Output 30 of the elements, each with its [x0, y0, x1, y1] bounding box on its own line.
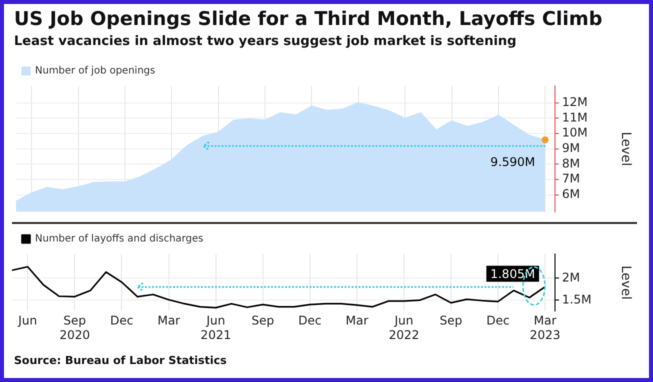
y-tick-label: 2M — [562, 270, 580, 284]
x-tick-label: Jun 2021 — [200, 314, 232, 342]
y-tick-label: 1.5M — [562, 292, 592, 306]
legend-label: Number of layoffs and discharges — [35, 234, 204, 245]
x-tick-label: Dec — [110, 314, 134, 328]
chart-subtitle: Least vacancies in almost two years suggest job market is softening — [14, 34, 516, 49]
y-tick-label: 10M — [562, 126, 588, 140]
x-tick-label: Jun 2022 — [388, 314, 420, 342]
x-tick-label: Mar — [346, 314, 368, 328]
x-tick-label: Dec — [486, 314, 510, 328]
legend-label: Number of job openings — [35, 66, 156, 77]
data-label: 9.590M — [490, 154, 536, 169]
x-tick-label: Mar — [157, 314, 180, 328]
y-tick-label: 9M — [562, 141, 580, 156]
y-axis-title: Level — [618, 265, 633, 300]
y-tick-label: 6M — [562, 187, 580, 202]
y-tick-label: 11M — [562, 110, 588, 124]
x-tick-label: Sep — [440, 314, 462, 328]
x-tick-label: Mar 2023 — [530, 314, 560, 342]
y-axis-title: Level — [618, 132, 633, 166]
x-tick-label: Dec — [298, 314, 322, 328]
source-note: Source: Bureau of Labor Statistics — [14, 354, 227, 367]
chart-title: US Job Openings Slide for a Third Month, Layoffs Climb — [14, 8, 602, 30]
data-label: 1.805M — [490, 266, 536, 281]
x-tick-label: Sep 2020 — [59, 314, 90, 342]
y-tick-label: 7M — [562, 172, 580, 186]
y-tick-label: 8M — [562, 156, 580, 170]
x-tick-label: Sep — [252, 314, 274, 328]
y-tick-label: 12M — [562, 95, 588, 109]
x-tick-label: Jun — [17, 314, 38, 328]
